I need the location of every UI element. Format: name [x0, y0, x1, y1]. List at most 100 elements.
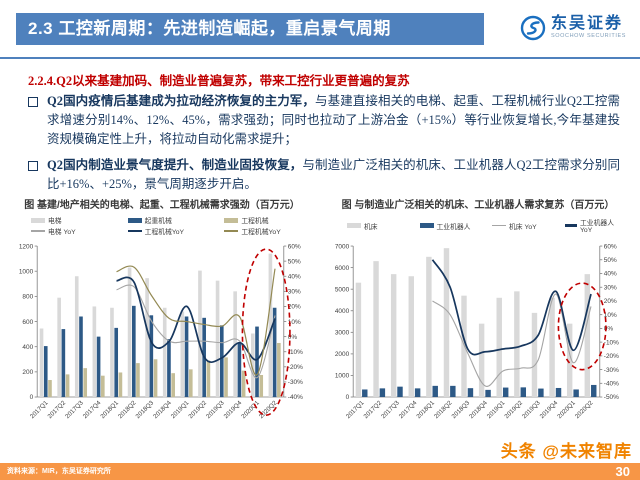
- svg-text:30%: 30%: [604, 284, 617, 291]
- chart-left-legend: 电梯 起重机械 工程机械电梯 YoY 工程机械YoY 工程机械YoY: [7, 213, 317, 238]
- legend-line-swatch: [31, 230, 46, 232]
- svg-text:2018Q2: 2018Q2: [117, 399, 138, 420]
- svg-text:2018Q4: 2018Q4: [468, 399, 489, 420]
- chart-left-title: 图 基建/地产相关的电梯、起重、工程机械需求强劲（百万元）: [24, 200, 300, 211]
- svg-text:-20%: -20%: [288, 364, 303, 371]
- header-divider: [0, 57, 640, 59]
- legend-label: 机床 YoY: [509, 223, 537, 231]
- svg-text:5000: 5000: [335, 286, 350, 293]
- svg-text:200: 200: [22, 369, 33, 376]
- svg-text:2019Q4: 2019Q4: [223, 399, 244, 420]
- footer-bar: [0, 463, 640, 480]
- svg-text:2017Q1: 2017Q1: [345, 399, 366, 420]
- svg-text:-30%: -30%: [604, 367, 619, 374]
- chart-right-column: 图 与制造业广泛相关的机床、工业机器人需求复苏（百万元） 机床 工业机器人 机床 Y…: [320, 198, 636, 439]
- chart-right-title: 图 与制造业广泛相关的机床、工业机器人需求复苏（百万元）: [341, 200, 615, 211]
- svg-text:2017Q1: 2017Q1: [29, 399, 50, 420]
- svg-text:2019Q3: 2019Q3: [205, 399, 226, 420]
- svg-text:60%: 60%: [288, 243, 301, 250]
- svg-text:6000: 6000: [335, 265, 350, 272]
- legend-line-swatch: [492, 224, 506, 227]
- svg-text:600: 600: [22, 319, 33, 326]
- chart-right-legend: 机床 工业机器人 机床 YoY 工业机器人 YoY: [323, 213, 633, 238]
- legend-label: 机床: [364, 223, 378, 231]
- svg-text:-30%: -30%: [288, 379, 303, 386]
- svg-text:2019Q3: 2019Q3: [521, 399, 542, 420]
- bullet-text: Q2国内疫情后基建成为拉动经济恢复的主力军，与基建直接相关的电梯、起重、工程机械…: [47, 92, 620, 149]
- bullet-text: Q2国内制造业景气度提升、制造业固投恢复，与制造业广泛相关的机床、工业机器人Q2…: [47, 156, 620, 194]
- svg-text:-10%: -10%: [604, 339, 619, 346]
- legend-bar-swatch: [224, 217, 239, 223]
- legend-label: 工业机器人: [436, 223, 471, 231]
- svg-text:3000: 3000: [335, 330, 350, 337]
- bullet-lead: Q2国内制造业景气度提升、制造业固投恢复，: [47, 158, 303, 172]
- legend-item: 机床 YoY: [478, 220, 551, 231]
- svg-text:10%: 10%: [604, 312, 617, 319]
- svg-text:2019Q4: 2019Q4: [539, 399, 560, 420]
- page-number: 30: [615, 464, 630, 479]
- bullet-body: 与制造业广泛相关的机床、工业机器人Q2工控需求分别同比+16%、+25%，景气周…: [47, 158, 620, 191]
- svg-text:20%: 20%: [288, 304, 301, 311]
- section-subtitle: 2.2.4.Q2以来基建加码、制造业普遍复苏，带来工控行业更普遍的复苏: [28, 74, 410, 88]
- bullet-list: Q2国内疫情后基建成为拉动经济恢复的主力军，与基建直接相关的电梯、起重、工程机械…: [28, 92, 620, 201]
- svg-text:2018Q1: 2018Q1: [99, 399, 120, 420]
- svg-text:50%: 50%: [288, 258, 301, 265]
- svg-text:1000: 1000: [335, 373, 350, 380]
- logo-subtitle: SOOCHOW SECURITIES: [551, 33, 626, 40]
- legend-label: 起重机械: [144, 218, 172, 225]
- chart-right-bar-line: 0 1000 2000 3000 4000 5000 6000 7000 -50% -40% -30…: [335, 243, 619, 420]
- soochow-logo: 东吴证券 SOOCHOW SECURITIES: [520, 15, 626, 41]
- legend-bar-swatch: [127, 217, 142, 223]
- legend-item: 电梯: [17, 215, 114, 226]
- legend-item: 工程机械YoY: [114, 226, 211, 237]
- bullet-item: Q2国内制造业景气度提升、制造业固投恢复，与制造业广泛相关的机床、工业机器人Q2…: [28, 156, 620, 194]
- legend-item: 工业机器人 YoY: [551, 220, 624, 234]
- charts-row: 图 基建/地产相关的电梯、起重、工程机械需求强劲（百万元） 电梯 起重机械 工程机械…: [4, 198, 636, 439]
- chart-left-bar-line: 0 200 400 600 800 1000 1200 -40% -30% -20% -10% 0% 1…: [19, 243, 303, 420]
- svg-text:2020Q2: 2020Q2: [258, 399, 279, 420]
- legend-item: 工程机械YoY: [210, 226, 307, 237]
- svg-text:2017Q2: 2017Q2: [46, 399, 67, 420]
- square-bullet-icon: [28, 97, 38, 107]
- svg-text:40%: 40%: [604, 271, 617, 278]
- svg-text:2017Q4: 2017Q4: [82, 399, 103, 420]
- svg-text:0: 0: [346, 394, 350, 401]
- legend-line-swatch: [564, 224, 578, 227]
- legend-label: 电梯 YoY: [48, 229, 76, 236]
- svg-text:2017Q4: 2017Q4: [398, 399, 419, 420]
- svg-text:-40%: -40%: [288, 394, 303, 401]
- svg-text:60%: 60%: [604, 243, 617, 250]
- svg-text:400: 400: [22, 344, 33, 351]
- svg-text:800: 800: [22, 294, 33, 301]
- soochow-logo-icon: [520, 15, 546, 41]
- svg-text:2019Q1: 2019Q1: [486, 399, 507, 420]
- svg-text:50%: 50%: [604, 257, 617, 264]
- svg-text:2017Q2: 2017Q2: [362, 399, 383, 420]
- svg-text:1200: 1200: [19, 243, 34, 250]
- svg-text:-20%: -20%: [604, 353, 619, 360]
- svg-text:0%: 0%: [604, 326, 614, 333]
- svg-text:2019Q2: 2019Q2: [187, 399, 208, 420]
- svg-text:2020Q1: 2020Q1: [240, 399, 261, 420]
- legend-bar-swatch: [31, 217, 46, 223]
- svg-text:-40%: -40%: [604, 381, 619, 388]
- svg-text:4000: 4000: [335, 308, 350, 315]
- svg-text:2018Q2: 2018Q2: [433, 399, 454, 420]
- legend-label: 工程机械: [241, 218, 269, 225]
- bullet-item: Q2国内疫情后基建成为拉动经济恢复的主力军，与基建直接相关的电梯、起重、工程机械…: [28, 92, 620, 149]
- svg-text:2018Q4: 2018Q4: [152, 399, 173, 420]
- bullet-body: 与基建直接相关的电梯、起重、工程机械行业Q2工控需求增速分别14%、12%、45…: [47, 94, 620, 146]
- legend-line-swatch: [224, 230, 239, 232]
- legend-bar-swatch: [419, 223, 434, 228]
- svg-text:20%: 20%: [604, 298, 617, 305]
- svg-text:-10%: -10%: [288, 349, 303, 356]
- logo-name: 东吴证券: [551, 15, 624, 33]
- legend-item: 电梯 YoY: [17, 226, 114, 237]
- svg-text:0%: 0%: [288, 334, 298, 341]
- legend-label: 工程机械YoY: [241, 229, 281, 236]
- svg-text:2018Q3: 2018Q3: [135, 399, 156, 420]
- source-note: 资料来源：MIR，东吴证券研究所: [7, 468, 111, 475]
- legend-label: 工业机器人 YoY: [580, 220, 614, 234]
- svg-text:2018Q1: 2018Q1: [415, 399, 436, 420]
